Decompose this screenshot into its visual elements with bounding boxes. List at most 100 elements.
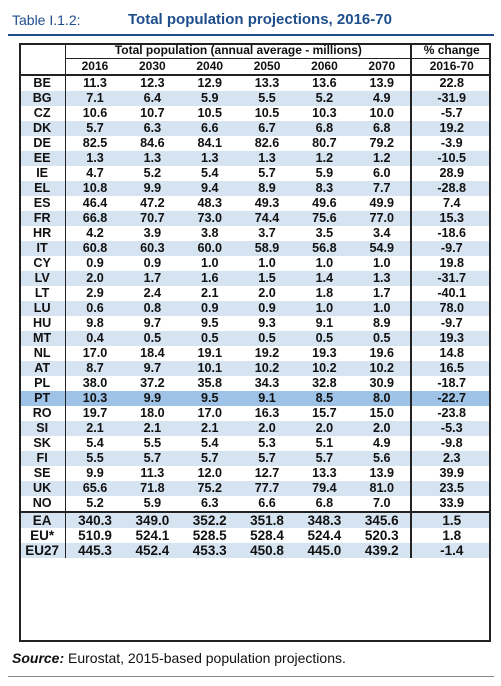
table-row: SI 2.1 2.1 2.1 2.0 2.0 2.0 -5.3: [19, 421, 491, 436]
population-value: 10.7: [140, 106, 165, 120]
table-row: HU 9.8 9.7 9.5 9.3 9.1 8.9 -9.7: [19, 316, 491, 331]
population-value: 19.3: [312, 346, 337, 360]
population-value: 9.5: [200, 316, 219, 330]
population-value: 79.4: [295, 481, 354, 496]
population-value: 7.0: [373, 496, 391, 510]
table-row: CY 0.9 0.9 1.0 1.0 1.0 1.0 19.8: [19, 256, 491, 271]
population-value: 19.7: [82, 406, 108, 420]
country-code: DE: [19, 136, 67, 151]
population-value: 10.5: [254, 106, 280, 120]
country-code: NL: [19, 346, 67, 361]
population-value: 15.7: [312, 406, 337, 420]
population-value: 10.0: [369, 106, 395, 120]
table-row: FR 66.8 70.7 73.0 74.4 75.6 77.0 15.3: [19, 211, 491, 226]
population-value: 10.2: [295, 361, 354, 376]
population-value: 5.9: [143, 496, 162, 510]
population-value: 46.4: [82, 196, 108, 210]
population-value: 1.2: [353, 151, 412, 166]
header-change-label: % change: [410, 43, 491, 59]
country-code: CY: [19, 256, 67, 271]
population-value: 1.5: [238, 271, 296, 286]
country-code: SI: [19, 421, 67, 436]
population-value: 48.3: [197, 196, 222, 210]
table-body: BE 11.3 12.3 12.9 13.3 13.6 13.9 22.8 BG 7.1 6.4 5.…: [19, 75, 491, 558]
population-value: 520.3: [364, 528, 399, 543]
population-value: 5.2: [143, 166, 162, 180]
population-value: 34.3: [254, 376, 280, 390]
table-border-left: [19, 43, 21, 642]
population-value: 8.9: [373, 316, 391, 330]
population-value: 2.4: [143, 286, 162, 300]
population-value: 2.1: [200, 286, 219, 300]
table-heading: Total population projections, 2016-70: [128, 11, 392, 28]
population-value: 6.4: [123, 91, 182, 106]
percent-change: -31.7: [410, 271, 491, 286]
population-value: 2.0: [65, 271, 124, 286]
percent-change: 23.5: [410, 481, 491, 496]
population-value: 1.8: [315, 286, 334, 300]
percent-change: -28.8: [410, 181, 491, 196]
population-value: 1.0: [295, 301, 354, 316]
population-value: 1.6: [181, 271, 239, 286]
country-code: IE: [19, 166, 67, 181]
population-value: 1.2: [295, 151, 354, 166]
population-value: 5.7: [238, 451, 296, 466]
source-note: Source: Eurostat, 2015-based population …: [12, 650, 346, 666]
percent-change: -1.4: [410, 543, 491, 558]
population-value: 82.5: [82, 136, 108, 150]
population-value: 1.0: [258, 256, 276, 270]
percent-change: 33.9: [410, 496, 491, 512]
population-value: 0.9: [238, 301, 296, 316]
population-value: 0.9: [181, 301, 239, 316]
population-value: 5.1: [315, 436, 334, 450]
table-border-right: [489, 43, 491, 642]
percent-change: -9.7: [410, 241, 491, 256]
population-value: 9.7: [123, 361, 182, 376]
table-row: SE 9.9 11.3 12.0 12.7 13.3 13.9 39.9: [19, 466, 491, 481]
population-value: 58.9: [238, 241, 296, 256]
population-value: 84.6: [140, 136, 165, 150]
table-row: BE 11.3 12.3 12.9 13.3 13.6 13.9 22.8: [19, 75, 491, 91]
percent-change: -40.1: [410, 286, 491, 301]
population-value: 60.0: [181, 241, 239, 256]
population-value: 345.6: [353, 511, 412, 528]
population-value: 5.7: [295, 451, 354, 466]
source-label: Source:: [12, 650, 65, 666]
country-code: MT: [19, 331, 67, 346]
percent-change: -18.7: [410, 376, 491, 391]
population-value: 1.3: [353, 271, 412, 286]
population-value: 349.0: [123, 511, 182, 528]
population-value: 13.6: [312, 76, 337, 90]
population-value: 10.2: [238, 361, 296, 376]
population-value: 1.7: [123, 271, 182, 286]
country-code: HU: [19, 316, 67, 331]
population-value: 348.3: [295, 511, 354, 528]
population-value: 351.8: [238, 511, 296, 528]
header-blank: [19, 58, 67, 76]
header-years-row: 2016 2030 2040 2050 2060 2070 2016-70: [19, 58, 491, 76]
country-code: EE: [19, 151, 67, 166]
population-value: 0.6: [65, 301, 124, 316]
population-value: 1.3: [65, 151, 124, 166]
population-value: 10.1: [181, 361, 239, 376]
percent-change: 2.3: [410, 451, 491, 466]
population-value: 445.3: [65, 543, 124, 558]
population-value: 3.5: [315, 226, 334, 240]
percent-change: 7.4: [410, 196, 491, 211]
population-value: 10.8: [65, 181, 124, 196]
population-value: 17.0: [197, 406, 222, 420]
percent-change: 19.8: [410, 256, 491, 271]
population-value: 65.6: [65, 481, 124, 496]
table-row: ES 46.4 47.2 48.3 49.3 49.6 49.9 7.4: [19, 196, 491, 211]
population-value: 84.1: [197, 136, 222, 150]
population-value: 13.3: [254, 76, 280, 90]
population-value: 19.6: [369, 346, 395, 360]
percent-change: -9.8: [410, 436, 491, 451]
population-value: 75.6: [295, 211, 354, 226]
population-value: 9.9: [123, 181, 182, 196]
population-value: 5.3: [258, 436, 276, 450]
header-year: 2030: [123, 58, 182, 76]
population-table: Total population (annual average - milli…: [19, 43, 491, 558]
population-value: 12.7: [254, 466, 280, 480]
percent-change: -10.5: [410, 151, 491, 166]
